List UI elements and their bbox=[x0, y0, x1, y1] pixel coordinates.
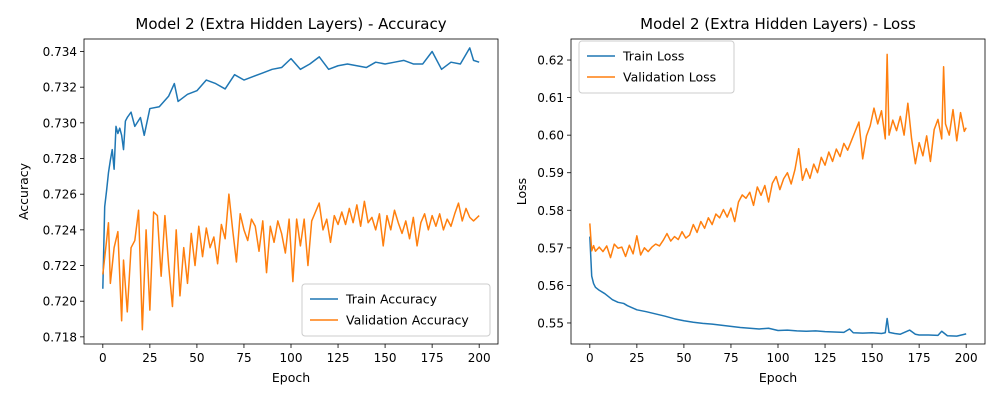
x-tick-label: 100 bbox=[767, 351, 790, 365]
y-tick-label: 0.58 bbox=[537, 204, 564, 218]
x-tick-label: 125 bbox=[814, 351, 837, 365]
y-tick-label: 0.718 bbox=[43, 330, 77, 344]
y-tick-label: 0.59 bbox=[537, 166, 564, 180]
x-tick-label: 150 bbox=[374, 351, 397, 365]
y-tick-label: 0.724 bbox=[43, 223, 77, 237]
x-tick-label: 25 bbox=[629, 351, 644, 365]
x-tick-label: 0 bbox=[99, 351, 107, 365]
y-tick-label: 0.62 bbox=[537, 54, 564, 68]
y-tick-label: 0.60 bbox=[537, 129, 564, 143]
y-tick-label: 0.722 bbox=[43, 259, 77, 273]
legend-box bbox=[301, 283, 491, 337]
x-tick-label: 0 bbox=[586, 351, 594, 365]
y-tick-label: 0.55 bbox=[537, 316, 564, 330]
y-axis-label: Accuracy bbox=[16, 162, 31, 220]
x-tick-label: 75 bbox=[236, 351, 251, 365]
x-tick-label: 50 bbox=[189, 351, 204, 365]
legend-label: Validation Accuracy bbox=[346, 313, 469, 328]
x-axis-label: Epoch bbox=[272, 370, 310, 385]
x-tick-label: 200 bbox=[955, 351, 978, 365]
x-tick-label: 200 bbox=[468, 351, 491, 365]
series-line-validation-accuracy bbox=[102, 193, 480, 331]
series-line-train-accuracy bbox=[102, 47, 480, 289]
y-tick-label: 0.61 bbox=[537, 91, 564, 105]
legend: Train Loss Validation Loss bbox=[578, 40, 735, 94]
legend-label: Validation Loss bbox=[623, 70, 716, 85]
y-tick-label: 0.57 bbox=[537, 241, 564, 255]
y-tick-label: 0.726 bbox=[43, 188, 77, 202]
chart-title: Model 2 (Extra Hidden Layers) - Accuracy bbox=[135, 15, 446, 33]
y-tick-label: 0.728 bbox=[43, 152, 77, 166]
x-tick-label: 125 bbox=[327, 351, 350, 365]
x-axis-label: Epoch bbox=[759, 370, 797, 385]
x-tick-label: 175 bbox=[908, 351, 931, 365]
legend-box bbox=[578, 40, 735, 94]
series-line-validation-loss bbox=[589, 53, 967, 259]
x-tick-label: 50 bbox=[676, 351, 691, 365]
series-line-train-loss bbox=[589, 236, 967, 337]
legend-label: Train Accuracy bbox=[345, 292, 438, 307]
legend: Train Accuracy Validation Accuracy bbox=[301, 283, 491, 337]
chart-title: Model 2 (Extra Hidden Layers) - Loss bbox=[640, 15, 916, 33]
y-tick-label: 0.720 bbox=[43, 295, 77, 309]
accuracy-panel: 0 25 50 75 100 125 150 175 200 0.718 0.720 0.722 0.7… bbox=[16, 15, 499, 385]
x-tick-label: 75 bbox=[723, 351, 738, 365]
x-tick-label: 150 bbox=[861, 351, 884, 365]
x-tick-label: 25 bbox=[142, 351, 157, 365]
loss-panel: 0 25 50 75 100 125 150 175 200 0.55 0.56 0.57 0.58 0.… bbox=[514, 15, 986, 385]
y-axis-label: Loss bbox=[514, 178, 529, 205]
x-tick-label: 175 bbox=[421, 351, 444, 365]
y-tick-label: 0.734 bbox=[43, 45, 77, 59]
x-tick-label: 100 bbox=[280, 351, 303, 365]
legend-label: Train Loss bbox=[622, 49, 684, 64]
y-tick-label: 0.732 bbox=[43, 81, 77, 95]
y-tick-label: 0.56 bbox=[537, 279, 564, 293]
y-tick-label: 0.730 bbox=[43, 116, 77, 130]
